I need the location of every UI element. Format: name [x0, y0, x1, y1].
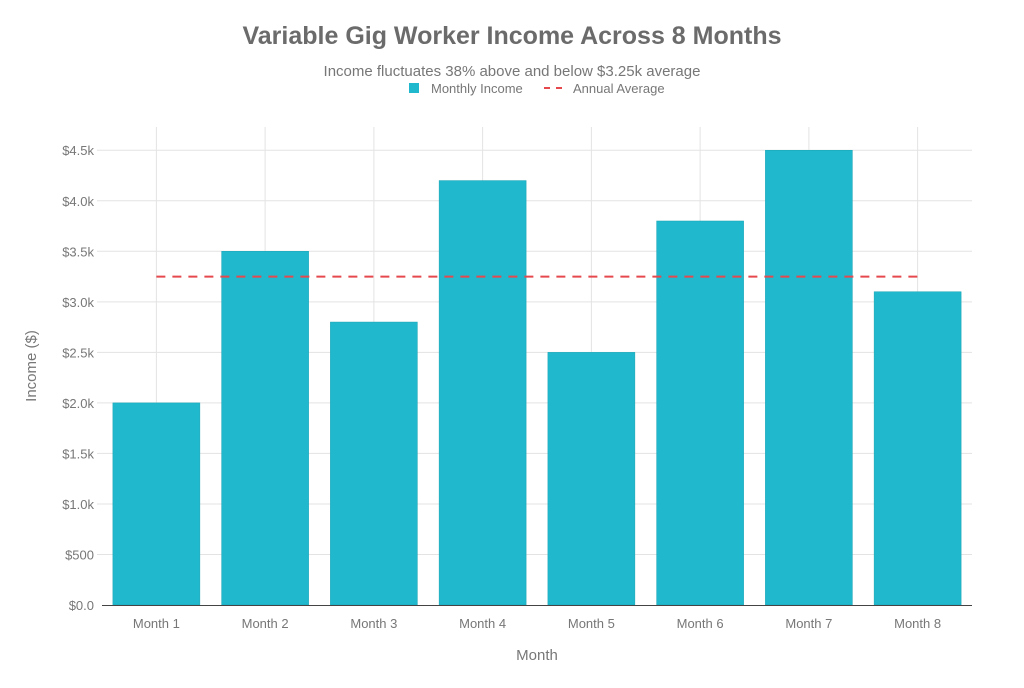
y-tick-label: $0.0	[69, 598, 94, 613]
y-tick-label: $1.0k	[62, 497, 94, 512]
y-tick-label: $4.5k	[62, 143, 94, 158]
x-tick-label: Month 8	[894, 616, 941, 631]
y-tick-label: $4.0k	[62, 194, 94, 209]
legend-label-annual-average[interactable]: Annual Average	[573, 81, 665, 96]
bar-month-2	[221, 251, 309, 606]
bar-month-4	[438, 180, 527, 606]
x-tick-label: Month 5	[568, 616, 615, 631]
x-tick-label: Month 7	[785, 616, 832, 631]
bar-month-6	[656, 220, 744, 606]
bar-month-5	[547, 352, 636, 606]
x-tick-label: Month 1	[133, 616, 180, 631]
legend-swatch-monthly-income	[409, 83, 419, 93]
bars	[112, 149, 962, 606]
y-tick-label: $3.5k	[62, 244, 94, 259]
legend[interactable]: Monthly Income Annual Average	[409, 81, 665, 96]
y-tick-label: $2.5k	[62, 345, 94, 360]
y-tick-label: $1.5k	[62, 446, 94, 461]
bar-month-8	[873, 291, 962, 606]
bar-month-7	[765, 149, 853, 606]
bar-month-3	[330, 321, 418, 606]
x-tick-labels: Month 1 Month 2 Month 3 Month 4 Month 5 Month…	[133, 616, 941, 631]
y-tick-label: $2.0k	[62, 396, 94, 411]
y-axis-label: Income ($)	[23, 330, 40, 402]
chart-subtitle: Income fluctuates 38% above and below $3…	[324, 63, 701, 80]
chart-title: Variable Gig Worker Income Across 8 Mont…	[242, 22, 781, 50]
x-tick-label: Month 3	[350, 616, 397, 631]
y-tick-label: $3.0k	[62, 295, 94, 310]
x-tick-label: Month 6	[677, 616, 724, 631]
y-tick-labels: $0.0 $500 $1.0k $1.5k $2.0k $2.5k $3.0k $3.5k $4…	[62, 143, 94, 613]
y-tick-label: $500	[65, 547, 94, 562]
x-axis-label: Month	[516, 647, 558, 664]
x-tick-label: Month 2	[242, 616, 289, 631]
legend-label-monthly-income[interactable]: Monthly Income	[431, 81, 523, 96]
bar-month-1	[112, 402, 201, 606]
x-tick-label: Month 4	[459, 616, 506, 631]
